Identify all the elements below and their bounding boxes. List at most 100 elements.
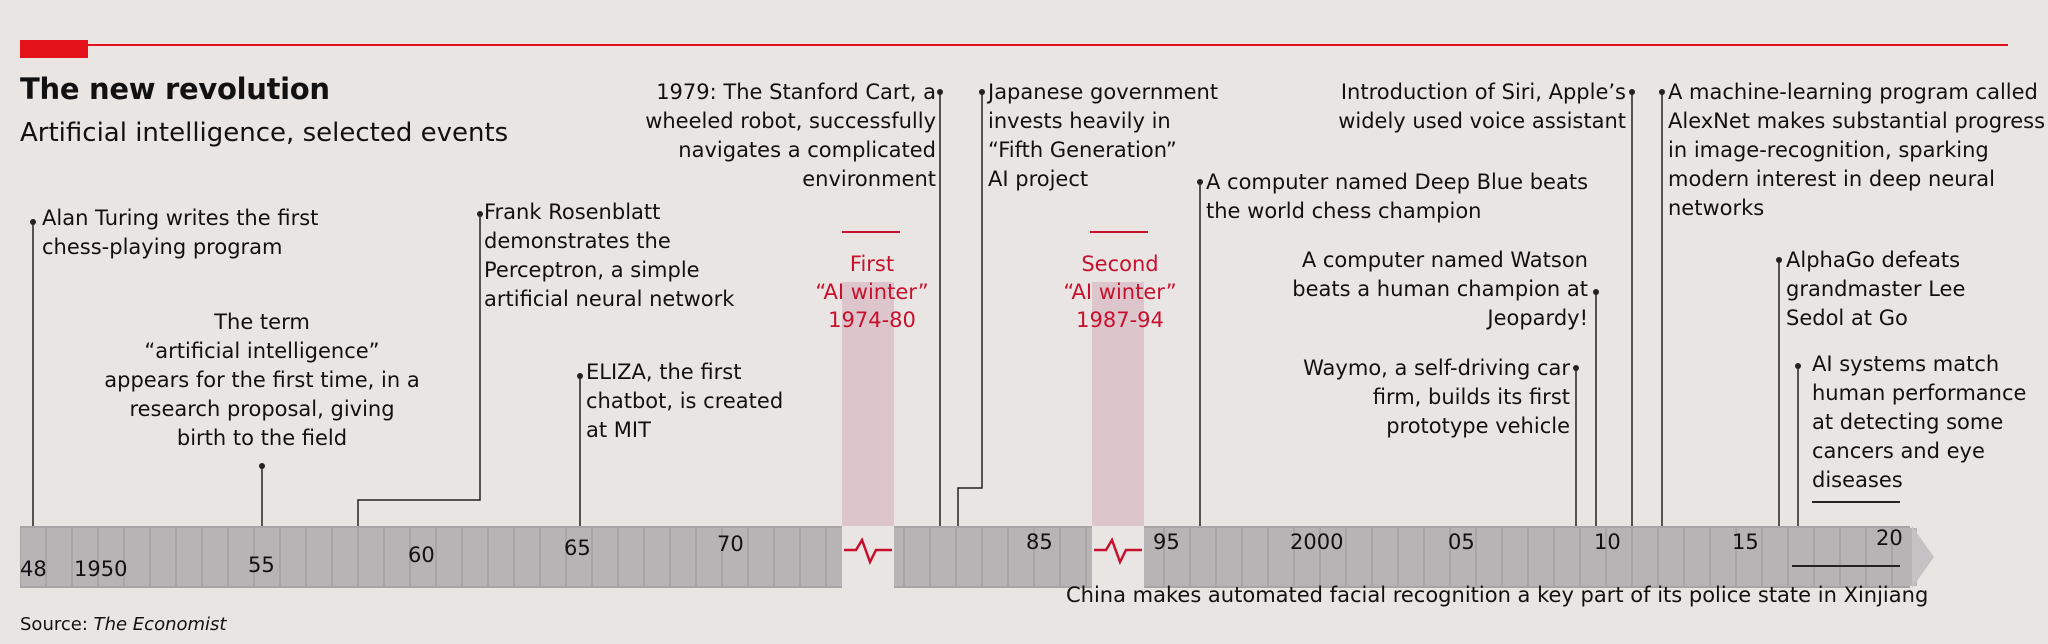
axis-year-cell bbox=[1191, 528, 1215, 586]
event-line: modern interest in deep neural bbox=[1668, 167, 1995, 191]
axis-year-cell bbox=[801, 528, 825, 586]
event-deep-blue: A computer named Deep Blue beats the wor… bbox=[1206, 168, 1588, 226]
axis-tick-label: 60 bbox=[408, 543, 435, 567]
event-line: cancers and eye bbox=[1812, 439, 1985, 463]
event-line: Japanese government bbox=[988, 80, 1219, 104]
dot-ai-match bbox=[1795, 363, 1801, 369]
event-line: wheeled robot, successfully bbox=[645, 109, 936, 133]
first-ai-winter: First “AI winter” 1974-80 bbox=[792, 250, 952, 334]
winter-name: “AI winter” bbox=[1063, 280, 1177, 304]
axis-year-cell bbox=[957, 528, 981, 586]
axis-year-cell bbox=[177, 528, 201, 586]
axis-year-cell bbox=[1373, 528, 1397, 586]
axis-break-mark-1 bbox=[844, 537, 892, 566]
event-eliza: ELIZA, the first chatbot, is created at … bbox=[586, 358, 783, 445]
event-line: prototype vehicle bbox=[1386, 414, 1570, 438]
event-line: artificial neural network bbox=[484, 287, 735, 311]
event-line: invests heavily in bbox=[988, 109, 1171, 133]
axis-year-cell bbox=[385, 528, 409, 586]
event-line: environment bbox=[802, 167, 936, 191]
event-line: birth to the field bbox=[176, 426, 348, 450]
chart-title: The new revolution bbox=[20, 72, 330, 106]
axis-year-cell bbox=[21, 528, 45, 586]
event-line: in image-recognition, sparking bbox=[1668, 138, 1989, 162]
axis-year-cell bbox=[1503, 528, 1527, 586]
winter-name: “AI winter” bbox=[815, 280, 929, 304]
axis-tick-label: 10 bbox=[1594, 530, 1621, 554]
first-winter-band bbox=[842, 282, 894, 526]
axis-tick-label: 85 bbox=[1026, 530, 1053, 554]
dot-turing bbox=[30, 219, 36, 225]
event-line: Sedol at Go bbox=[1786, 306, 1908, 330]
event-ai-term: The term “artificial intelligence” appea… bbox=[92, 308, 432, 453]
dot-watson bbox=[1593, 289, 1599, 295]
event-turing-chess: Alan Turing writes the first chess-playi… bbox=[42, 204, 318, 262]
axis-year-cell bbox=[1295, 528, 1319, 586]
event-line: demonstrates the bbox=[484, 229, 671, 253]
axis-year-cell bbox=[1581, 528, 1605, 586]
axis-year-cell bbox=[203, 528, 227, 586]
axis-year-cell bbox=[151, 528, 175, 586]
axis-year-cell bbox=[593, 528, 617, 586]
dot-siri bbox=[1629, 89, 1635, 95]
axis-tick-label: 48 bbox=[20, 557, 47, 581]
axis-year-cell bbox=[1321, 528, 1345, 586]
dot-ai-term bbox=[259, 463, 265, 469]
event-line: Introduction of Siri, Apple’s bbox=[1340, 80, 1626, 104]
event-line: Waymo, a self-driving car bbox=[1303, 356, 1570, 380]
event-line: at detecting some bbox=[1812, 410, 2004, 434]
event-line: Jeopardy! bbox=[1487, 306, 1588, 330]
axis-year-cell bbox=[645, 528, 669, 586]
axis-tick-label: 55 bbox=[248, 553, 275, 577]
axis-year-cell bbox=[749, 528, 773, 586]
event-line: firm, builds its first bbox=[1372, 385, 1570, 409]
axis-year-cell bbox=[333, 528, 357, 586]
axis-year-cell bbox=[1841, 528, 1865, 586]
event-perceptron: Frank Rosenblatt demonstrates the Percep… bbox=[484, 198, 734, 314]
axis-year-cell bbox=[1165, 528, 1189, 586]
dot-alexnet bbox=[1659, 89, 1665, 95]
axis-tick-label: 20 bbox=[1876, 526, 1903, 550]
axis-year-cell bbox=[73, 528, 97, 586]
source-name: The Economist bbox=[93, 614, 227, 635]
second-winter-band bbox=[1092, 282, 1144, 526]
axis-year-cell bbox=[1815, 528, 1839, 586]
axis-year-cell bbox=[1243, 528, 1267, 586]
axis-year-cell bbox=[125, 528, 149, 586]
event-line: A computer named Watson bbox=[1301, 248, 1588, 272]
xinjiang-note: China makes automated facial recognition… bbox=[1066, 583, 1929, 607]
event-line: AlphaGo defeats bbox=[1786, 248, 1961, 272]
dot-deep-blue bbox=[1197, 179, 1203, 185]
axis-year-cell bbox=[47, 528, 71, 586]
axis-year-cell bbox=[99, 528, 123, 586]
axis-year-cell bbox=[619, 528, 643, 586]
axis-year-cell bbox=[489, 528, 513, 586]
axis-tick-label: 70 bbox=[717, 532, 744, 556]
axis-year-cell bbox=[515, 528, 539, 586]
axis-tick-label: 2000 bbox=[1290, 530, 1344, 554]
winter-years: 1974-80 bbox=[828, 308, 916, 332]
axis-year-cell bbox=[1061, 528, 1085, 586]
axis-year-cell bbox=[1217, 528, 1241, 586]
axis-arrowhead bbox=[1912, 526, 1934, 588]
event-line: A machine-learning program called bbox=[1668, 80, 2038, 104]
event-line: networks bbox=[1668, 196, 1765, 220]
event-line: AlexNet makes substantial progress bbox=[1668, 109, 2046, 133]
axis-year-cell bbox=[1425, 528, 1449, 586]
axis-year-cell bbox=[255, 528, 279, 586]
axis-year-cell bbox=[463, 528, 487, 586]
event-line: appears for the first time, in a bbox=[104, 368, 420, 392]
source-credit: Source: The Economist bbox=[20, 614, 226, 635]
axis-year-cell bbox=[1763, 528, 1787, 586]
source-label: Source: bbox=[20, 614, 94, 635]
winter-label: Second bbox=[1081, 252, 1159, 276]
event-line: navigates a complicated bbox=[678, 138, 936, 162]
dot-waymo bbox=[1573, 365, 1579, 371]
axis-year-cell bbox=[359, 528, 383, 586]
axis-year-cell bbox=[1477, 528, 1501, 586]
event-line: diseases bbox=[1812, 468, 1903, 492]
axis-year-cell bbox=[1009, 528, 1033, 586]
dot-fifth-gen bbox=[979, 89, 985, 95]
event-line: Perceptron, a simple bbox=[484, 258, 700, 282]
